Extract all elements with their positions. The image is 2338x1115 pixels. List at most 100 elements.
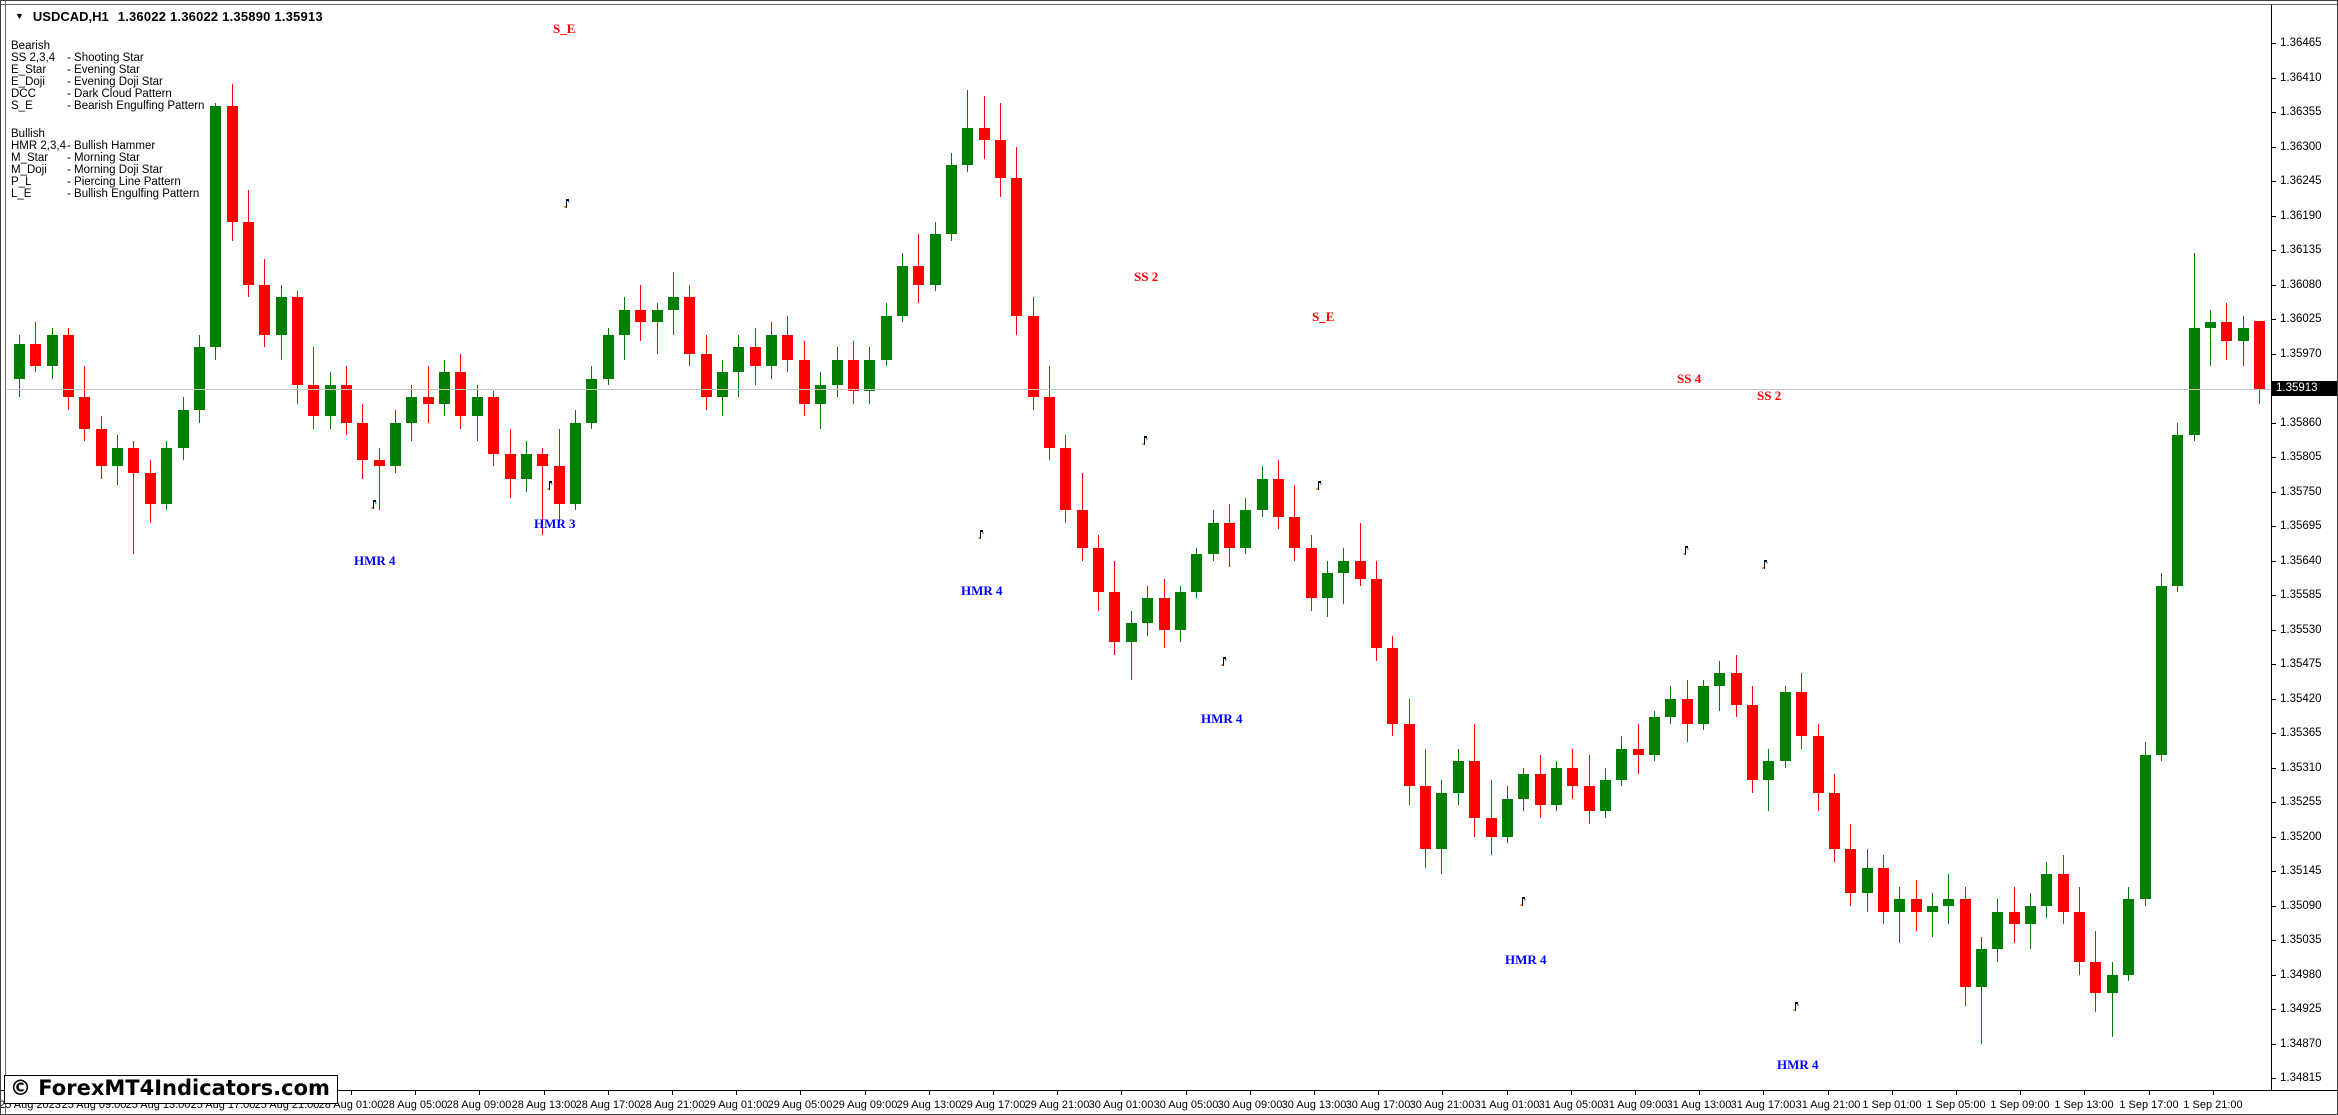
price-tick <box>2271 802 2276 803</box>
time-tick <box>1057 1090 1058 1095</box>
candle-wick <box>133 441 134 554</box>
pattern-mark-icon <box>1793 1000 1799 1011</box>
candle-body <box>750 347 761 366</box>
time-tick <box>1763 1090 1764 1095</box>
price-tick-label: 1.35695 <box>2280 520 2322 532</box>
candle-wick <box>1932 893 1933 937</box>
candle-wick <box>2112 962 2113 1037</box>
time-tick <box>544 1090 545 1095</box>
candle-body <box>668 297 679 310</box>
candle-wick <box>2210 310 2211 366</box>
pattern-label-bearish: S_E <box>553 21 576 36</box>
time-tick <box>479 1090 480 1095</box>
candle-body <box>1960 899 1971 987</box>
price-tick <box>2271 733 2276 734</box>
candle-body <box>766 335 777 366</box>
candle-body <box>145 473 156 504</box>
candle-body <box>1355 561 1366 579</box>
candle-body <box>1273 479 1284 517</box>
candle-body <box>1584 786 1595 811</box>
legend-bullish-header: Bullish <box>11 128 45 140</box>
legend-item-bullish: HMR 2,3,4- Bullish Hammer <box>11 140 204 152</box>
time-tick <box>415 1090 416 1095</box>
price-tick <box>2271 43 2276 44</box>
legend-desc: - Morning Star <box>67 152 140 164</box>
candle-body <box>521 454 532 479</box>
legend-code: M_Doji <box>11 164 47 176</box>
candle-body <box>2025 906 2036 924</box>
legend-item-bearish: S_E - Bearish Engulfing Pattern <box>11 100 204 112</box>
price-tick <box>2271 78 2276 79</box>
candle-body <box>488 397 499 454</box>
candle-body <box>1829 793 1840 849</box>
legend-desc: - Bearish Engulfing Pattern <box>67 100 205 112</box>
price-tick-label: 1.35805 <box>2280 451 2322 463</box>
legend-code: SS 2,3,4 <box>11 52 56 64</box>
chart-plot-area[interactable] <box>1 1 2271 1090</box>
price-tick-label: 1.36355 <box>2280 106 2322 118</box>
candle-body <box>684 297 695 354</box>
legend-item-bearish: E_Star - Evening Star <box>11 64 204 76</box>
price-tick-label: 1.36135 <box>2280 244 2322 256</box>
candle-body <box>1322 573 1333 598</box>
legend-item-bearish: E_Doji - Evening Doji Star <box>11 76 204 88</box>
legend-code: E_Doji <box>11 76 45 88</box>
candle-body <box>1371 579 1382 648</box>
legend-item-bearish: DCC - Dark Cloud Pattern <box>11 88 204 100</box>
price-tick-label: 1.36190 <box>2280 210 2322 222</box>
legend-item-bullish: L_E - Bullish Engulfing Pattern <box>11 188 204 200</box>
time-tick <box>1121 1090 1122 1095</box>
candle-body <box>2041 874 2052 906</box>
time-tick-label: 1 Sep 21:00 <box>2183 1099 2243 1111</box>
legend-desc: - Piercing Line Pattern <box>67 176 181 188</box>
candle-body <box>1191 554 1202 592</box>
candle-body <box>1649 717 1660 755</box>
price-tick <box>2271 285 2276 286</box>
candle-body <box>276 297 287 335</box>
time-tick <box>1956 1090 1957 1095</box>
candle-body <box>259 285 270 335</box>
candle-body <box>406 397 417 423</box>
candle-body <box>14 344 25 379</box>
price-tick-label: 1.35640 <box>2280 555 2322 567</box>
candle-wick <box>984 96 985 159</box>
time-tick <box>351 1090 352 1095</box>
candle-body <box>930 234 941 285</box>
price-tick <box>2271 181 2276 182</box>
time-tick <box>800 1090 801 1095</box>
legend-desc: - Morning Doji Star <box>67 164 163 176</box>
candle-body <box>1142 598 1153 623</box>
price-axis-line <box>2271 5 2272 1090</box>
candle-wick <box>1491 780 1492 855</box>
price-tick-label: 1.35860 <box>2280 417 2322 429</box>
time-tick-label: 31 Aug 01:00 <box>1474 1099 1540 1111</box>
price-tick <box>2271 526 2276 527</box>
legend-desc: - Shooting Star <box>67 52 144 64</box>
legend-code: M_Star <box>11 152 49 164</box>
legend-item-bullish: P_L - Piercing Line Pattern <box>11 176 204 188</box>
candle-body <box>1682 699 1693 724</box>
candle-body <box>733 347 744 372</box>
time-tick-label: 31 Aug 17:00 <box>1730 1099 1796 1111</box>
candle-body <box>1289 517 1300 548</box>
price-tick-label: 1.35475 <box>2280 658 2322 670</box>
candle-body <box>586 379 597 423</box>
candle-body <box>30 344 41 366</box>
candle-wick <box>379 448 380 510</box>
time-tick <box>1250 1090 1251 1095</box>
candle-body <box>1943 899 1954 906</box>
chevron-down-icon[interactable]: ▼ <box>15 11 24 21</box>
pattern-mark-icon <box>547 479 553 490</box>
price-tick <box>2271 906 2276 907</box>
candle-body <box>47 335 58 366</box>
candle-body <box>1159 598 1170 630</box>
pattern-label-bullish: HMR 4 <box>1505 952 1547 967</box>
candle-wick <box>428 366 429 423</box>
price-tick-label: 1.35365 <box>2280 727 2322 739</box>
time-tick-label: 28 Aug 09:00 <box>446 1099 512 1111</box>
candle-body <box>308 385 319 416</box>
candle-body <box>2221 322 2232 341</box>
legend-code: DCC <box>11 88 36 100</box>
candle-body <box>537 454 548 466</box>
time-tick <box>1699 1090 1700 1095</box>
